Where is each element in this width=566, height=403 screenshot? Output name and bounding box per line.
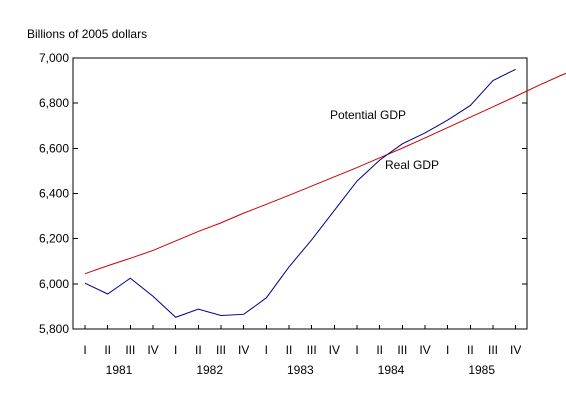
x-quarter-label: II <box>286 343 293 357</box>
series-line-potential-gdp <box>84 72 566 275</box>
x-year-label: 1984 <box>378 363 405 377</box>
x-quarter-label: IV <box>238 343 249 357</box>
y-axis: 5,800 6,000 6,200 6,400 6,600 6,800 7,000 <box>39 51 528 336</box>
x-quarter-label: II <box>376 343 383 357</box>
x-quarter-label: I <box>174 343 177 357</box>
x-quarter-label: IV <box>147 343 158 357</box>
x-quarter-label: III <box>397 343 407 357</box>
x-year-label: 1981 <box>106 363 133 377</box>
x-quarter-label: I <box>265 343 268 357</box>
x-year-label: 1985 <box>468 363 495 377</box>
x-quarter-label: III <box>307 343 317 357</box>
series-label-real-gdp: Real GDP <box>385 158 439 172</box>
x-quarter-label: I <box>446 343 449 357</box>
y-tick-label: 6,400 <box>39 187 69 201</box>
x-quarter-label: II <box>104 343 111 357</box>
x-quarter-label: I <box>355 343 358 357</box>
y-tick-label: 7,000 <box>39 51 69 65</box>
plot-frame <box>72 57 528 330</box>
x-quarter-label: III <box>125 343 135 357</box>
series-layer <box>84 68 566 318</box>
x-quarter-label: IV <box>510 343 521 357</box>
y-tick-label: 6,000 <box>39 277 69 291</box>
x-quarter-label: III <box>216 343 226 357</box>
x-year-label: 1983 <box>287 363 314 377</box>
x-quarter-label: I <box>83 343 86 357</box>
x-quarter-label: II <box>467 343 474 357</box>
x-quarter-label: IV <box>419 343 430 357</box>
x-quarter-label: II <box>195 343 202 357</box>
y-tick-label: 6,800 <box>39 96 69 110</box>
y-tick-label: 6,600 <box>39 141 69 155</box>
series-label-potential-gdp: Potential GDP <box>330 108 406 122</box>
x-axis: I II III IV I II III IV I II III IV I II III IV I II III IV… <box>83 325 521 377</box>
y-tick-label: 6,200 <box>39 232 69 246</box>
y-tick-label: 5,800 <box>39 322 69 336</box>
x-year-label: 1982 <box>196 363 223 377</box>
x-quarter-label: III <box>488 343 498 357</box>
y-axis-unit-label: Billions of 2005 dollars <box>27 27 147 41</box>
series-line-real-gdp <box>84 68 516 318</box>
x-quarter-label: IV <box>329 343 340 357</box>
